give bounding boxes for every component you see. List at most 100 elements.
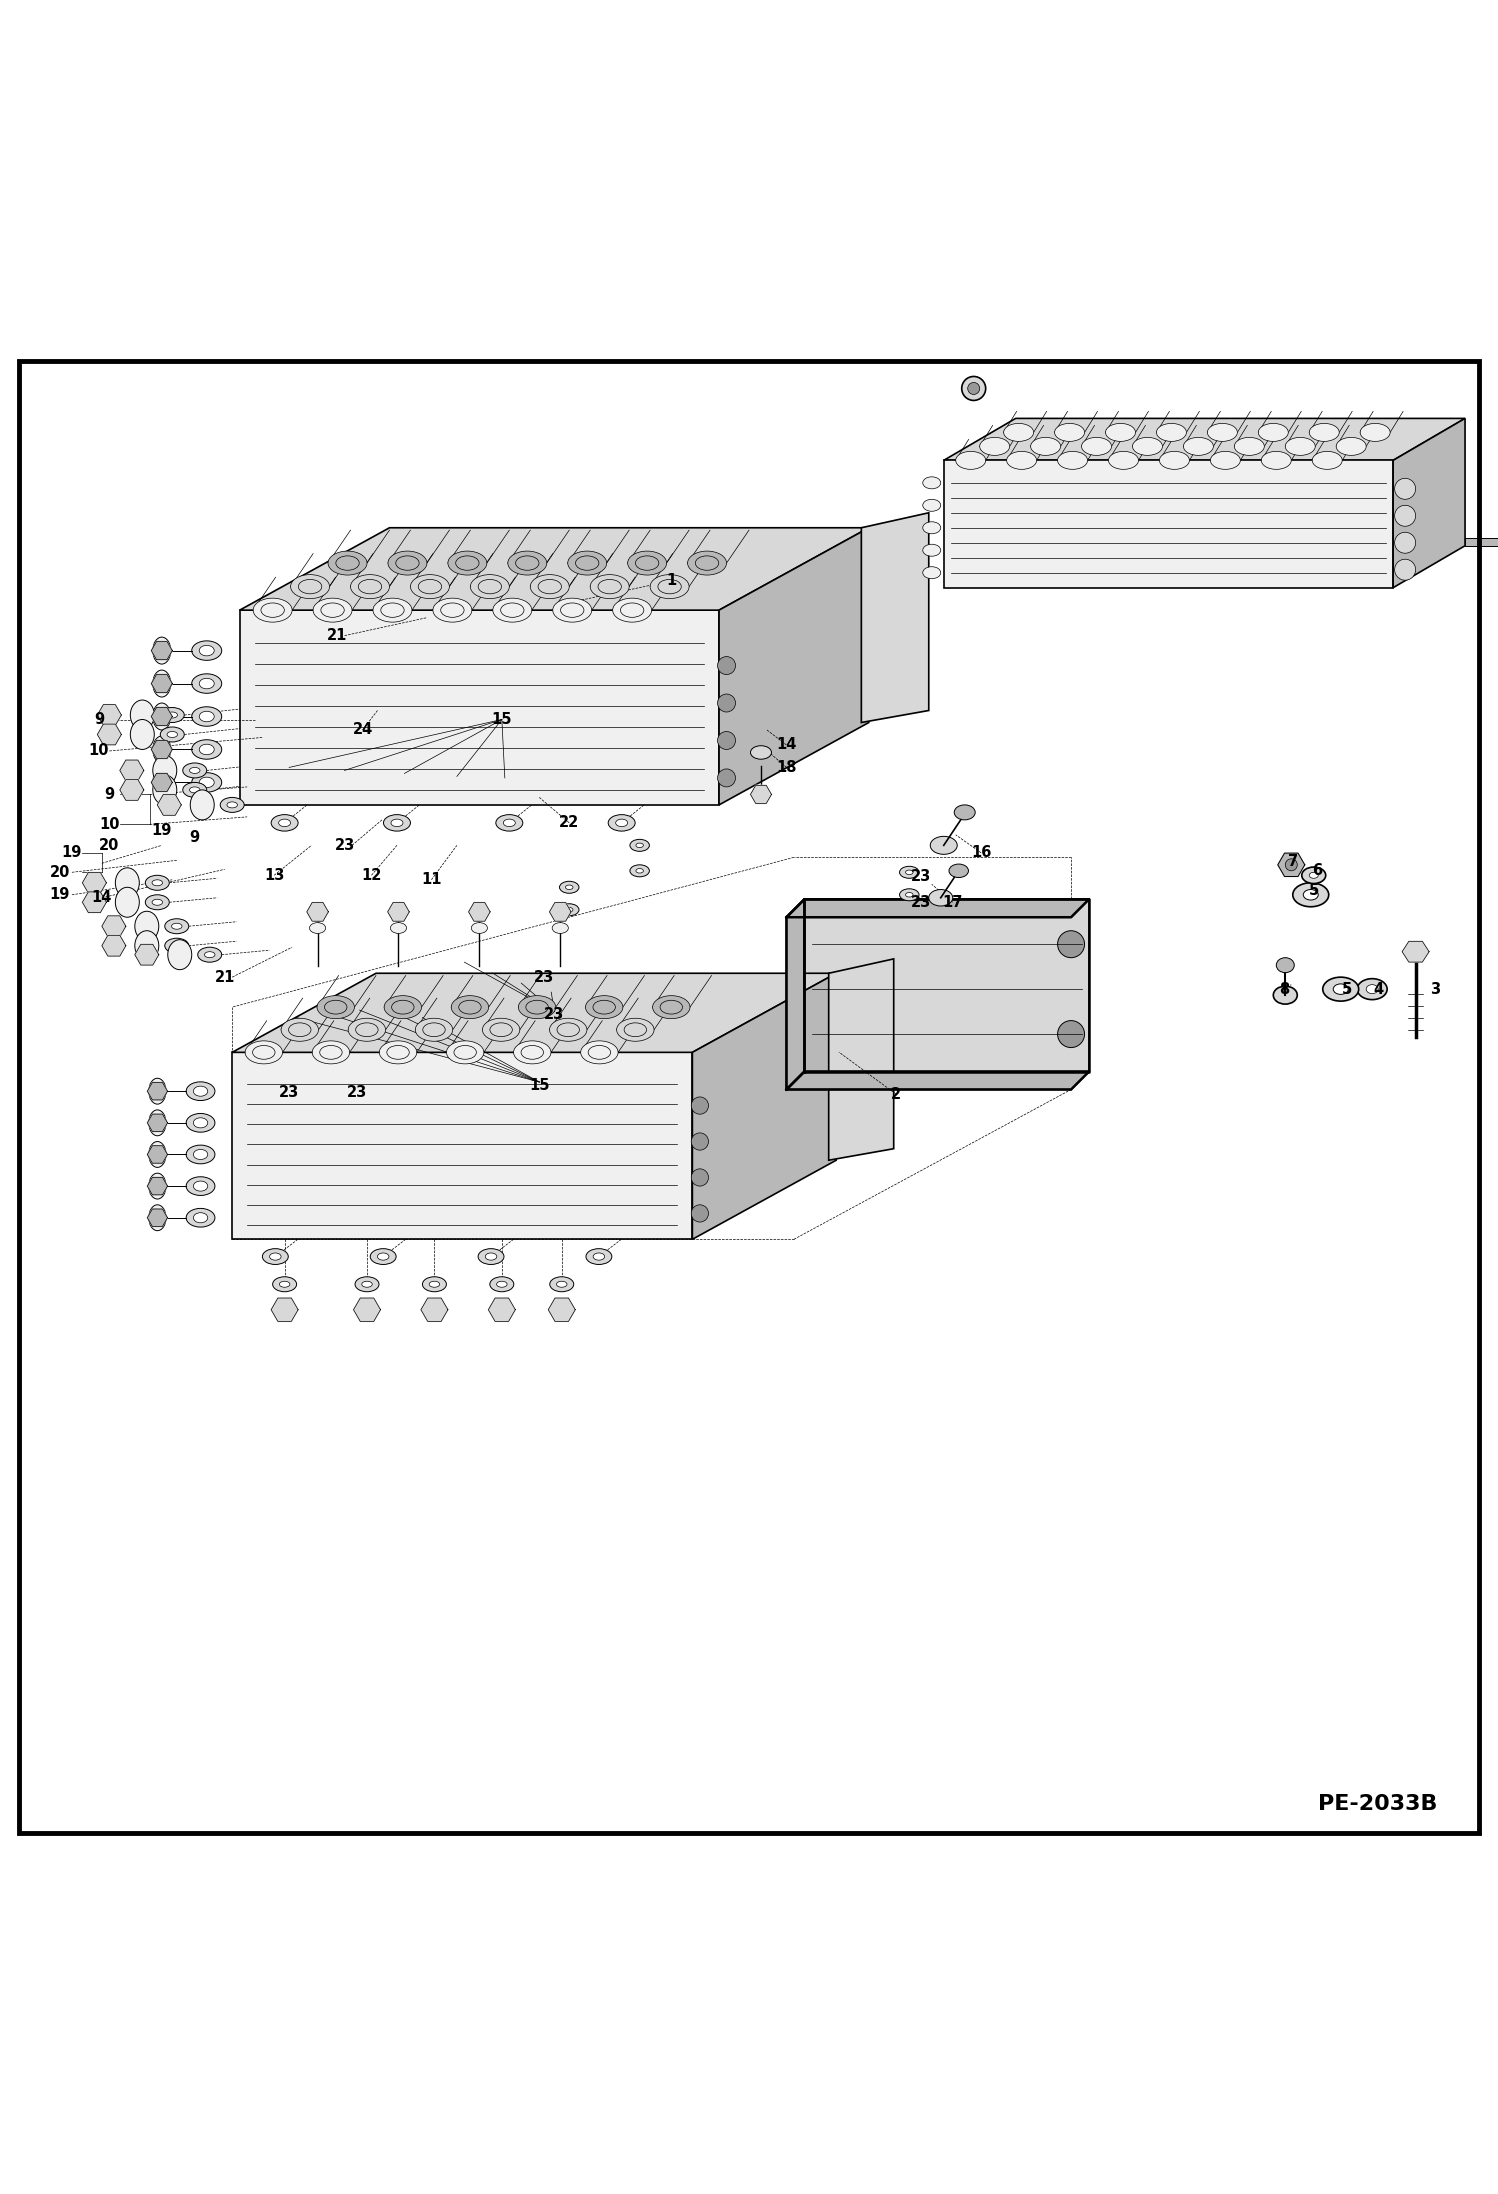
Ellipse shape: [355, 1277, 379, 1292]
Polygon shape: [388, 902, 409, 921]
Ellipse shape: [616, 818, 628, 827]
Ellipse shape: [422, 1277, 446, 1292]
Ellipse shape: [153, 755, 177, 785]
Ellipse shape: [135, 911, 159, 941]
Ellipse shape: [581, 1040, 619, 1064]
Ellipse shape: [566, 908, 572, 913]
Ellipse shape: [379, 1040, 416, 1064]
Circle shape: [718, 656, 736, 674]
Polygon shape: [469, 902, 490, 921]
Ellipse shape: [923, 566, 941, 579]
Ellipse shape: [905, 871, 912, 875]
Ellipse shape: [262, 1248, 288, 1264]
Ellipse shape: [650, 575, 689, 599]
Ellipse shape: [388, 551, 427, 575]
Ellipse shape: [1302, 867, 1326, 884]
Text: 22: 22: [559, 816, 580, 829]
Text: 8: 8: [1279, 981, 1288, 996]
Text: 4: 4: [1374, 981, 1383, 996]
Circle shape: [1395, 559, 1416, 579]
Text: 23: 23: [533, 970, 554, 985]
Ellipse shape: [923, 476, 941, 489]
Circle shape: [1058, 1020, 1085, 1047]
Ellipse shape: [1004, 423, 1034, 441]
Ellipse shape: [115, 886, 139, 917]
Ellipse shape: [930, 836, 957, 853]
Text: 13: 13: [264, 869, 285, 882]
Polygon shape: [151, 674, 172, 693]
Ellipse shape: [560, 882, 578, 893]
Polygon shape: [750, 785, 771, 803]
Circle shape: [968, 382, 980, 395]
Ellipse shape: [410, 575, 449, 599]
Ellipse shape: [183, 764, 207, 779]
Ellipse shape: [1109, 452, 1138, 470]
Ellipse shape: [1159, 452, 1189, 470]
Ellipse shape: [503, 818, 515, 827]
Polygon shape: [102, 915, 126, 937]
Ellipse shape: [130, 700, 154, 731]
Ellipse shape: [550, 1277, 574, 1292]
Ellipse shape: [1309, 873, 1318, 878]
Ellipse shape: [980, 437, 1010, 456]
Text: 19: 19: [49, 886, 70, 902]
Circle shape: [718, 731, 736, 750]
Text: 24: 24: [352, 722, 373, 737]
Text: 7: 7: [1288, 853, 1297, 869]
Ellipse shape: [1273, 985, 1297, 1005]
Polygon shape: [354, 1299, 380, 1321]
Ellipse shape: [1293, 882, 1329, 906]
Polygon shape: [719, 529, 869, 805]
Ellipse shape: [153, 880, 162, 886]
Text: 3: 3: [1431, 981, 1440, 996]
Ellipse shape: [279, 818, 291, 827]
Polygon shape: [1465, 500, 1498, 546]
Ellipse shape: [954, 805, 975, 821]
Ellipse shape: [1261, 452, 1291, 470]
Text: 23: 23: [334, 838, 355, 853]
Text: 6: 6: [1312, 862, 1321, 878]
Ellipse shape: [613, 599, 652, 623]
Ellipse shape: [1309, 423, 1339, 441]
Text: 10: 10: [99, 816, 120, 832]
Ellipse shape: [186, 1082, 214, 1101]
Ellipse shape: [193, 1150, 208, 1158]
Polygon shape: [147, 1209, 168, 1226]
Ellipse shape: [312, 1040, 349, 1064]
Ellipse shape: [629, 864, 649, 878]
Ellipse shape: [204, 952, 216, 959]
Ellipse shape: [199, 744, 214, 755]
Ellipse shape: [282, 1018, 319, 1042]
Ellipse shape: [115, 869, 139, 897]
Ellipse shape: [923, 500, 941, 511]
Text: 11: 11: [421, 873, 442, 886]
Circle shape: [691, 1205, 709, 1222]
Ellipse shape: [497, 1281, 508, 1288]
Ellipse shape: [199, 645, 214, 656]
Ellipse shape: [1333, 983, 1348, 994]
Polygon shape: [421, 1299, 448, 1321]
Text: 10: 10: [88, 744, 109, 759]
Ellipse shape: [1360, 423, 1390, 441]
Ellipse shape: [153, 774, 177, 805]
Text: 23: 23: [911, 895, 932, 911]
Ellipse shape: [135, 930, 159, 961]
Ellipse shape: [186, 1209, 214, 1226]
Polygon shape: [97, 724, 121, 744]
Ellipse shape: [750, 746, 771, 759]
Ellipse shape: [160, 706, 184, 722]
Ellipse shape: [192, 641, 222, 660]
Ellipse shape: [1207, 423, 1237, 441]
Ellipse shape: [153, 702, 171, 731]
Ellipse shape: [446, 1040, 484, 1064]
Circle shape: [718, 768, 736, 788]
Ellipse shape: [153, 900, 162, 906]
Polygon shape: [147, 1082, 168, 1099]
Text: 14: 14: [91, 891, 112, 906]
Circle shape: [1395, 505, 1416, 527]
Polygon shape: [97, 704, 121, 726]
Text: 16: 16: [971, 845, 992, 860]
Ellipse shape: [1312, 452, 1342, 470]
Polygon shape: [147, 1145, 168, 1163]
Polygon shape: [157, 794, 181, 816]
